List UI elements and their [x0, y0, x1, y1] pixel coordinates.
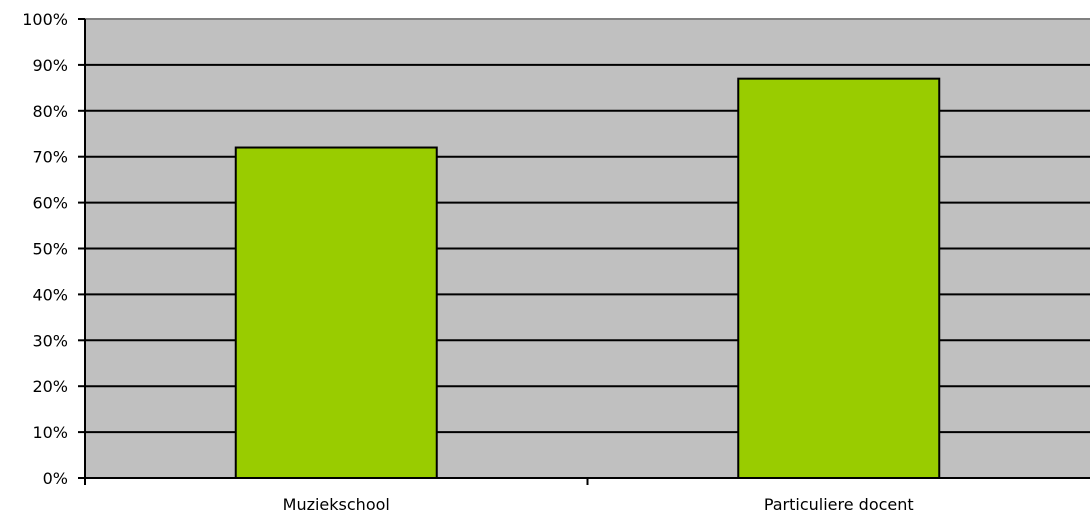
y-tick-label: 30% [32, 331, 68, 350]
y-tick-label: 60% [32, 194, 68, 213]
bar-muziekschool [234, 146, 438, 480]
y-tick-labels: 0% 10% 20% 30% 40% 50% 60% 70% 80% 90% 100% [22, 10, 68, 488]
y-tick-label: 0% [43, 469, 68, 488]
y-tick-label: 90% [32, 56, 68, 75]
y-tick-label: 10% [32, 423, 68, 442]
x-tick-label: Muziekschool [283, 495, 390, 514]
x-tick-labels: Muziekschool Particuliere docent [283, 495, 914, 514]
axes [78, 18, 1090, 485]
bars [234, 77, 941, 480]
x-tick-label: Particuliere docent [764, 495, 914, 514]
y-tick-label: 100% [22, 10, 68, 29]
y-tick-label: 20% [32, 377, 68, 396]
bar-particuliere-docent [737, 77, 941, 479]
y-tick-label: 40% [32, 285, 68, 304]
y-tick-label: 50% [32, 240, 68, 259]
y-tick-label: 80% [32, 102, 68, 121]
y-tick-label: 70% [32, 148, 68, 167]
